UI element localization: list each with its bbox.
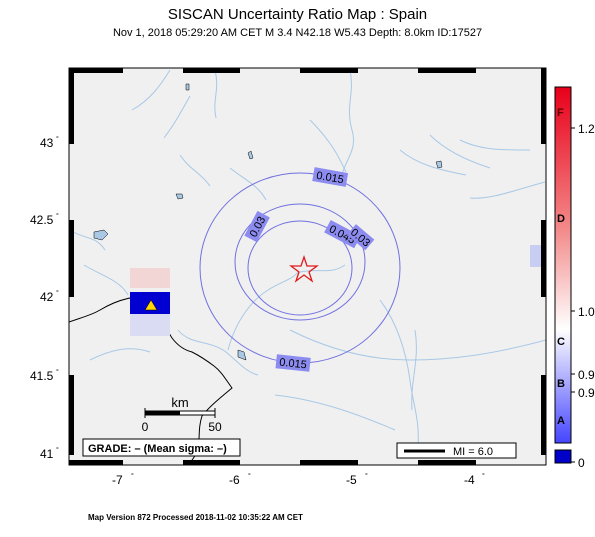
mi-legend-box bbox=[396, 442, 517, 459]
lon-label: -4 bbox=[464, 473, 475, 487]
scale-end: 50 bbox=[208, 420, 222, 434]
colorbar-value: 0 bbox=[578, 456, 585, 470]
uncertainty-cell bbox=[130, 314, 170, 336]
colorbar-value: 1.2 bbox=[578, 122, 595, 136]
grade-letter: B bbox=[557, 378, 565, 390]
uncertainty-cell bbox=[130, 268, 170, 288]
svg-text:°: ° bbox=[248, 472, 251, 480]
grade-text: GRADE: – (Mean sigma: –) bbox=[88, 443, 227, 455]
contour-label: 0.015 bbox=[315, 170, 344, 187]
svg-text:°: ° bbox=[56, 212, 59, 220]
colorbar-grades: F D C B A bbox=[557, 107, 565, 427]
colorbar-value: 0.9 bbox=[578, 368, 595, 382]
lat-label: 41 bbox=[40, 447, 54, 461]
colorbar-value: 1.0 bbox=[578, 305, 595, 319]
colorbar bbox=[554, 86, 572, 444]
degree-marks: ° ° ° ° ° ° ° ° ° bbox=[56, 135, 485, 480]
grade-letter: F bbox=[557, 107, 564, 119]
svg-text:°: ° bbox=[482, 472, 485, 480]
contour-label: 0.015 bbox=[279, 357, 308, 372]
frame-ticks bbox=[69, 68, 546, 465]
svg-text:°: ° bbox=[56, 446, 59, 454]
country-border bbox=[69, 297, 233, 465]
lon-label: -7 bbox=[112, 473, 123, 487]
lat-label: 41.5 bbox=[30, 369, 54, 383]
svg-text:°: ° bbox=[56, 368, 59, 376]
scale-unit: km bbox=[171, 395, 188, 410]
station-triangle-icon[interactable] bbox=[144, 299, 158, 311]
mi-text: MI = 6.0 bbox=[453, 446, 493, 458]
lat-label: 43 bbox=[40, 136, 54, 150]
lat-label: 42.5 bbox=[30, 213, 54, 227]
epicenter-star-icon bbox=[289, 254, 319, 283]
grade-box bbox=[82, 438, 241, 457]
svg-text:°: ° bbox=[56, 289, 59, 297]
grade-letter: A bbox=[557, 415, 565, 427]
scale-bar bbox=[144, 408, 216, 418]
colorbar-value: 0.9 bbox=[578, 386, 595, 400]
svg-text:°: ° bbox=[365, 472, 368, 480]
svg-text:°: ° bbox=[56, 135, 59, 143]
event-info: Nov 1, 2018 05:29:20 AM CET M 3.4 N42.18… bbox=[112, 27, 483, 39]
lon-label: -6 bbox=[229, 473, 240, 487]
colorbar-zero bbox=[554, 449, 572, 464]
map-version-footer: Map Version 872 Processed 2018-11-02 10:… bbox=[88, 513, 303, 522]
colorbar-values: 1.2 1.0 0.9 0.9 0 bbox=[571, 122, 595, 470]
svg-text:°: ° bbox=[131, 472, 134, 480]
grade-letter: C bbox=[557, 336, 565, 348]
lon-label: -5 bbox=[346, 473, 357, 487]
map-title: SISCAN Uncertainty Ratio Map : Spain bbox=[167, 6, 428, 23]
contour-labels: 0.015 0.03 0.045 0.03 0.015 bbox=[244, 167, 375, 372]
grade-letter: D bbox=[557, 213, 565, 225]
scale-start: 0 bbox=[142, 420, 149, 434]
lat-label: 42 bbox=[40, 290, 54, 304]
rivers bbox=[69, 69, 546, 446]
